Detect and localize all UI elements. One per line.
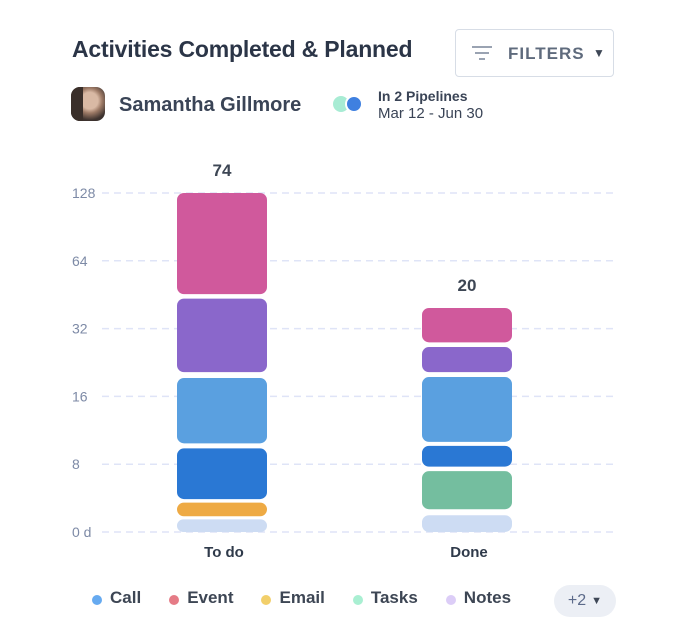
bar-segment[interactable] xyxy=(422,445,512,467)
pipelines-title: In 2 Pipelines xyxy=(378,88,468,104)
y-tick-label: 8 xyxy=(72,456,80,472)
bar-segment[interactable] xyxy=(422,515,512,532)
legend-label: Call xyxy=(110,588,142,607)
legend-more-button[interactable]: +2 ▼ xyxy=(554,585,616,617)
chevron-down-icon: ▼ xyxy=(593,46,605,60)
avatar xyxy=(71,87,105,121)
filters-button[interactable]: FILTERS ▼ xyxy=(455,29,614,77)
filter-icon xyxy=(472,46,492,60)
legend-item-tasks[interactable]: Tasks xyxy=(352,588,418,608)
page-title: Activities Completed & Planned xyxy=(72,36,413,62)
y-tick-label: 16 xyxy=(72,388,88,404)
bar-total-label: 74 xyxy=(213,161,232,180)
pipelines-toggle-icon xyxy=(333,95,365,113)
date-range: Mar 12 - Jun 30 xyxy=(378,105,484,122)
bar-segment[interactable] xyxy=(422,347,512,373)
owner-name: Samantha Gillmore xyxy=(119,94,302,116)
chevron-down-icon: ▼ xyxy=(591,595,603,607)
legend-dot-icon xyxy=(92,594,102,605)
legend-dot-icon xyxy=(445,594,456,605)
chart-legend: Call Event Email Tasks Notes xyxy=(92,588,539,608)
x-category-label: To do xyxy=(204,544,244,561)
legend-label: Event xyxy=(187,588,234,607)
legend-item-notes[interactable]: Notes xyxy=(445,588,512,608)
bar-segment[interactable] xyxy=(177,378,267,444)
bar-segment[interactable] xyxy=(177,448,267,500)
y-tick-label: 0 d xyxy=(72,524,91,540)
bar-segment[interactable] xyxy=(177,519,267,532)
y-tick-label: 128 xyxy=(72,185,96,201)
legend-item-call[interactable]: Call xyxy=(92,588,141,608)
legend-label: Email xyxy=(279,588,325,607)
legend-item-event[interactable]: Event xyxy=(169,588,233,608)
x-category-label: Done xyxy=(450,544,488,561)
legend-item-email[interactable]: Email xyxy=(261,588,325,608)
legend-label: Notes xyxy=(463,588,512,607)
legend-dot-icon xyxy=(261,594,272,605)
bar-segment[interactable] xyxy=(177,298,267,373)
bar-segment[interactable] xyxy=(177,193,267,295)
legend-label: Tasks xyxy=(370,588,418,607)
bar-segment[interactable] xyxy=(177,502,267,517)
bar-segment[interactable] xyxy=(422,308,512,343)
legend-dot-icon xyxy=(169,594,180,605)
legend-more-label: +2 xyxy=(567,592,587,609)
y-tick-label: 64 xyxy=(72,253,88,269)
bar-total-label: 20 xyxy=(458,276,477,295)
filters-label: FILTERS xyxy=(508,44,585,63)
y-tick-label: 32 xyxy=(72,321,88,337)
legend-dot-icon xyxy=(352,594,363,605)
bar-segment[interactable] xyxy=(422,471,512,510)
bar-segment[interactable] xyxy=(422,377,512,442)
